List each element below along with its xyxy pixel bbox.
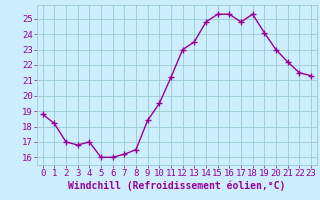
- X-axis label: Windchill (Refroidissement éolien,°C): Windchill (Refroidissement éolien,°C): [68, 181, 285, 191]
